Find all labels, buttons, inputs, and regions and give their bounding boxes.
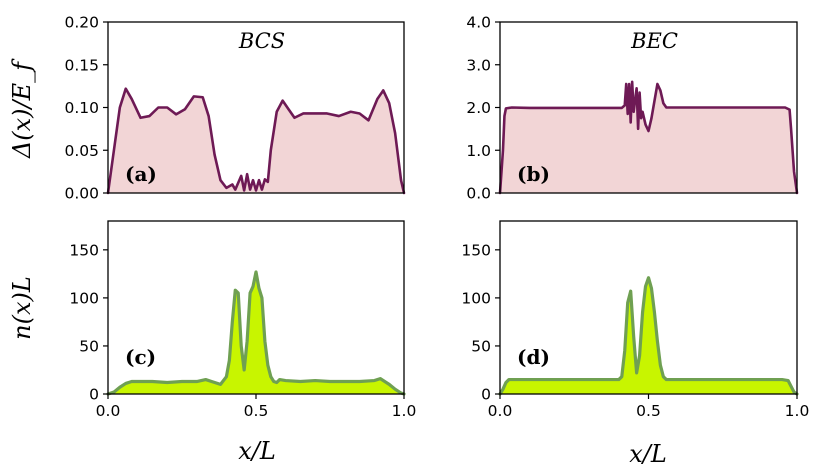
y-tick-label-b: 1.0	[466, 142, 491, 160]
panel-label-a: (a)	[125, 162, 157, 186]
y-tick-label-a: 0.10	[64, 99, 99, 117]
density-line-c	[106, 270, 406, 396]
y-tick-label-a: 0.15	[64, 56, 99, 74]
x-tick-label-d: 0.5	[636, 402, 661, 420]
x-axis-label-right: x/L	[629, 440, 667, 468]
y-tick-label-a: 0.00	[64, 185, 99, 203]
panel-b: 0.0 1.0 2.0 3.0 4.0 BEC (b)	[466, 14, 799, 203]
y-tick-label-b: 2.0	[466, 99, 491, 117]
gap-line-a	[106, 87, 406, 195]
x-axis-label-left: x/L	[238, 437, 276, 465]
panel-title-b: BEC	[630, 29, 678, 53]
panel-label-c: (c)	[125, 345, 156, 369]
y-tick-label-c: 100	[69, 289, 99, 307]
y-axis-label-bottom: n(x)L	[8, 276, 36, 340]
y-tick-label-b: 3.0	[466, 56, 491, 74]
y-tick-label-c: 150	[69, 241, 99, 259]
gap-line-b	[498, 80, 799, 195]
y-tick-label-c: 50	[79, 337, 99, 355]
density-line-d	[498, 276, 799, 396]
y-axis-label-top: Δ(x)/E_f	[8, 58, 36, 159]
x-tick-label-c: 1.0	[392, 402, 417, 420]
gap-area-b	[500, 81, 797, 193]
density-area-d	[500, 277, 797, 394]
y-tick-label-d: 50	[471, 337, 491, 355]
y-tick-label-b: 0.0	[466, 185, 491, 203]
y-tick-label-a: 0.05	[64, 142, 99, 160]
y-tick-label-d: 150	[461, 241, 491, 259]
panel-a: 0.00 0.05 0.10 0.15 0.20 BCS (a)	[64, 14, 406, 203]
y-tick-label-d: 0	[481, 386, 491, 404]
y-tick-label-c: 0	[89, 386, 99, 404]
panel-label-b: (b)	[517, 162, 550, 186]
y-tick-label-b: 4.0	[466, 14, 491, 32]
panel-title-a: BCS	[238, 29, 285, 53]
y-tick-label-a: 0.20	[64, 14, 99, 32]
x-tick-label-d: 0.0	[488, 402, 513, 420]
x-tick-label-c: 0.0	[96, 402, 121, 420]
y-tick-label-d: 100	[461, 289, 491, 307]
panel-d: 0 50 100 150 0.0 0.5 1.0 (d)	[461, 220, 810, 420]
x-tick-label-c: 0.5	[244, 402, 269, 420]
x-tick-label-d: 1.0	[785, 402, 810, 420]
density-area-c	[108, 271, 404, 394]
panel-label-d: (d)	[517, 345, 550, 369]
panel-c: 0 50 100 150 0.0 0.5 1.0 (c)	[69, 220, 417, 420]
